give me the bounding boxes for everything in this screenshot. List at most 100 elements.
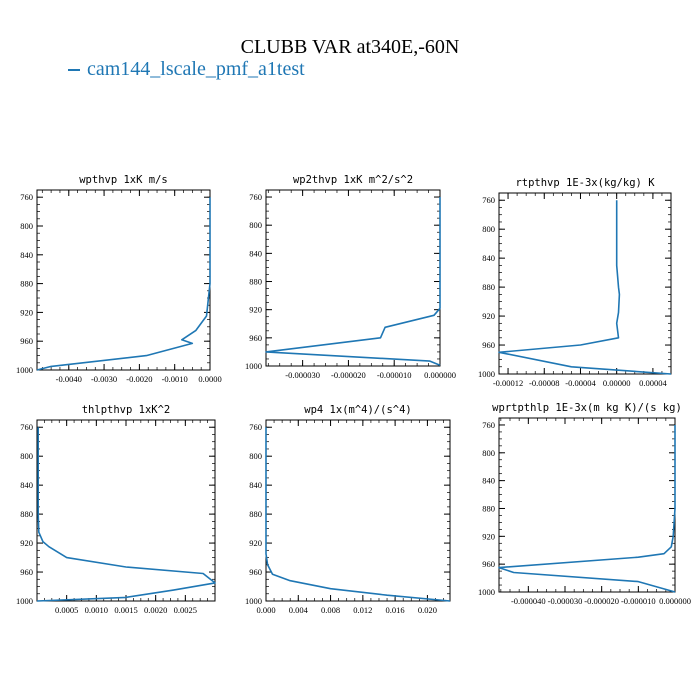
y-tick-label: 880 xyxy=(249,277,262,287)
y-tick-label: 840 xyxy=(20,480,33,490)
x-tick-label: -0.0020 xyxy=(126,374,152,384)
y-tick-label: 920 xyxy=(482,311,495,321)
plot-frame xyxy=(36,189,211,371)
y-tick-label: 920 xyxy=(20,538,33,548)
chart-panel-3: rtpthvp 1E-3x(kg/kg) K -0.00012 -0.00008 -0… xyxy=(478,177,672,388)
x-tick-label: 0.0010 xyxy=(85,605,108,615)
y-tick-label: 760 xyxy=(20,192,33,202)
y-tick-label: 960 xyxy=(249,567,262,577)
x-tick-label: 0.0015 xyxy=(114,605,137,615)
x-tick-label: -0.000020 xyxy=(331,370,366,380)
figure-title: CLUBB VAR at340E,-60N xyxy=(240,36,460,58)
x-tick-label: -0.000020 xyxy=(584,596,619,606)
chart-panel-5: wp4 1x(m^4)/(s^4) 0.000 0.004 0.008 0.012 0.0… xyxy=(245,404,451,615)
series-line xyxy=(265,427,451,602)
x-tick-label: 0.008 xyxy=(321,605,340,615)
plot-frame xyxy=(498,192,672,375)
legend-label: cam144_lscale_pmf_a1test xyxy=(87,58,305,80)
chart-panel-4: thlpthvp 1xK^2 0.0005 0.0010 0.0015 0.0020 0.… xyxy=(16,404,216,615)
y-tick-label: 840 xyxy=(20,250,33,260)
y-tick-label: 1000 xyxy=(478,369,495,379)
x-tick-label: -0.0030 xyxy=(91,374,117,384)
y-tick-label: 880 xyxy=(482,503,495,513)
y-tick-label: 760 xyxy=(482,420,495,430)
x-tick-label: 0.0005 xyxy=(55,605,78,615)
y-tick-label: 840 xyxy=(249,248,262,258)
x-tick-label: 0.000000 xyxy=(659,596,691,606)
x-tick-label: 0.0000 xyxy=(198,374,221,384)
x-tick-label: 0.0020 xyxy=(144,605,167,615)
chart-panel-1: wpthvp 1xK m/s -0.0040 -0.0030 -0.0020 -0.00… xyxy=(16,174,222,384)
y-tick-label: 1000 xyxy=(16,596,33,606)
x-tick-label: 0.0025 xyxy=(174,605,197,615)
y-tick-label: 960 xyxy=(20,567,33,577)
panel-title: thlpthvp 1xK^2 xyxy=(82,404,171,416)
legend: cam144_lscale_pmf_a1test xyxy=(68,58,305,81)
y-tick-label: 840 xyxy=(482,253,495,263)
y-tick-label: 920 xyxy=(249,305,262,315)
x-tick-label: 0.020 xyxy=(418,605,437,615)
x-tick-label: -0.000030 xyxy=(548,596,583,606)
y-tick-label: 960 xyxy=(482,340,495,350)
panel-title: wp2thvp 1xK m^2/s^2 xyxy=(293,174,413,186)
y-tick-label: 1000 xyxy=(478,587,495,597)
x-tick-label: 0.00004 xyxy=(639,378,667,388)
y-tick-label: 760 xyxy=(249,422,262,432)
y-tick-label: 800 xyxy=(249,451,262,461)
y-tick-label: 920 xyxy=(482,531,495,541)
y-tick-label: 1000 xyxy=(245,596,262,606)
x-tick-label: -0.000030 xyxy=(285,370,320,380)
series-line xyxy=(36,197,211,371)
panel-title: wpthvp 1xK m/s xyxy=(79,174,168,186)
y-tick-label: 760 xyxy=(482,195,495,205)
x-tick-label: -0.00012 xyxy=(493,378,523,388)
y-tick-label: 960 xyxy=(20,336,33,346)
series-line xyxy=(265,197,441,367)
panel-title: rtpthvp 1E-3x(kg/kg) K xyxy=(515,177,655,189)
x-tick-label: 0.00000 xyxy=(603,378,631,388)
chart-panel-6: wprtpthlp 1E-3x(m kg K)/(s kg)-0.000040-… xyxy=(478,402,691,606)
x-tick-label: -0.0040 xyxy=(56,374,82,384)
x-tick-label: -0.000010 xyxy=(621,596,656,606)
y-tick-label: 880 xyxy=(482,282,495,292)
series-line xyxy=(498,425,676,593)
y-tick-label: 800 xyxy=(249,220,262,230)
y-tick-label: 1000 xyxy=(16,365,33,375)
y-tick-label: 920 xyxy=(20,307,33,317)
y-tick-label: 840 xyxy=(249,480,262,490)
x-tick-label: -0.0010 xyxy=(162,374,188,384)
x-tick-label: 0.012 xyxy=(353,605,372,615)
x-tick-label: 0.004 xyxy=(289,605,309,615)
y-tick-label: 880 xyxy=(20,279,33,289)
y-tick-label: 840 xyxy=(482,476,495,486)
plot-frame xyxy=(36,419,216,602)
x-tick-label: -0.000010 xyxy=(377,370,412,380)
legend-line-swatch xyxy=(68,69,80,72)
plot-frame xyxy=(265,189,441,367)
y-tick-label: 960 xyxy=(482,559,495,569)
x-tick-label: 0.000000 xyxy=(424,370,456,380)
y-tick-label: 800 xyxy=(20,221,33,231)
y-tick-label: 800 xyxy=(482,448,495,458)
y-tick-label: 880 xyxy=(249,509,262,519)
y-tick-label: 760 xyxy=(249,192,262,202)
y-tick-label: 1000 xyxy=(245,361,262,371)
x-tick-label: 0.016 xyxy=(386,605,405,615)
y-tick-label: 920 xyxy=(249,538,262,548)
panel-title: wprtpthlp 1E-3x(m kg K)/(s kg) xyxy=(492,402,682,414)
x-tick-label: -0.00004 xyxy=(565,378,596,388)
x-tick-label: -0.00008 xyxy=(529,378,559,388)
y-tick-label: 960 xyxy=(249,333,262,343)
series-line xyxy=(498,200,672,375)
y-tick-label: 760 xyxy=(20,422,33,432)
chart-panel-2: wp2thvp 1xK m^2/s^2 -0.000030 -0.000020 -0.… xyxy=(245,174,456,380)
y-tick-label: 800 xyxy=(20,451,33,461)
plot-frame xyxy=(265,419,451,602)
panel-title: wp4 1x(m^4)/(s^4) xyxy=(304,404,411,416)
y-tick-label: 800 xyxy=(482,224,495,234)
x-tick-label: -0.000040 xyxy=(511,596,546,606)
series-line xyxy=(36,427,216,602)
y-tick-label: 880 xyxy=(20,509,33,519)
x-tick-label: 0.000 xyxy=(256,605,275,615)
